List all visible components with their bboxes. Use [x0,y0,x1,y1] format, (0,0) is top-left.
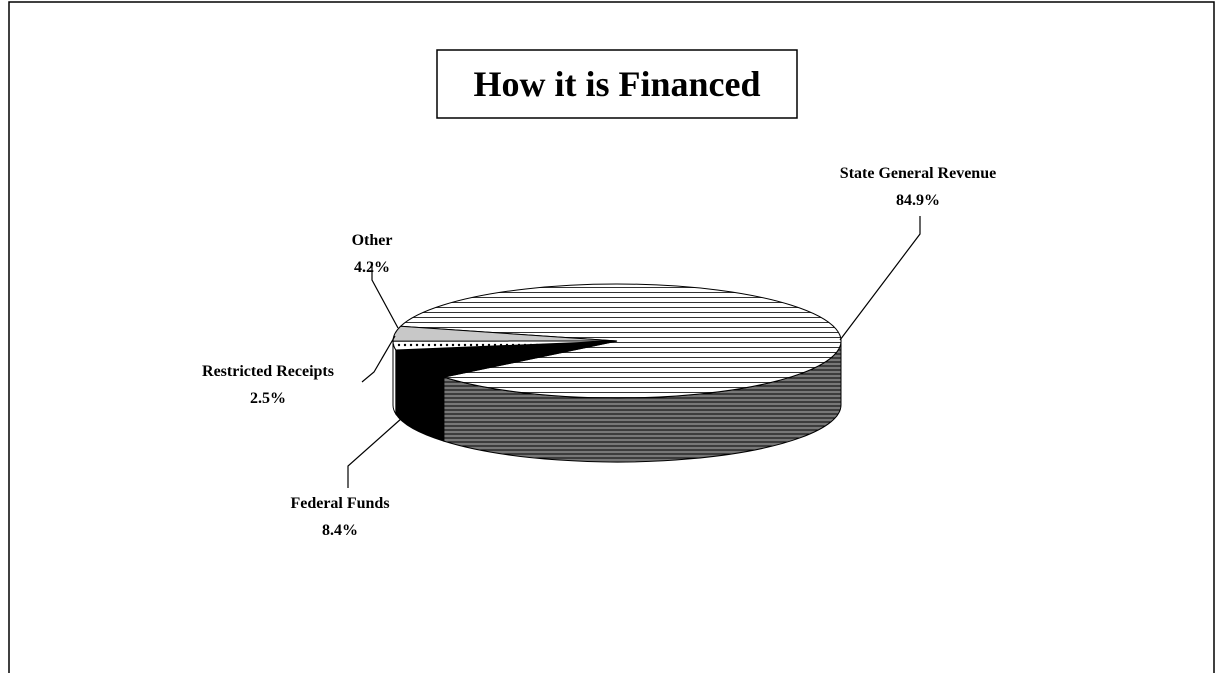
pie [393,284,841,462]
leader-line [362,336,395,382]
chart-title: How it is Financed [473,64,760,104]
value-label: 4.2% [354,259,390,276]
value-label: 84.9% [896,192,940,209]
value-label: 8.4% [322,522,358,539]
value-label: 2.5% [250,390,286,407]
leader-line [348,418,402,488]
leader-line [840,216,920,340]
category-label: Restricted Receipts [202,363,334,380]
category-label: Other [352,232,393,249]
category-label: Federal Funds [290,495,389,512]
category-label: State General Revenue [840,165,996,182]
